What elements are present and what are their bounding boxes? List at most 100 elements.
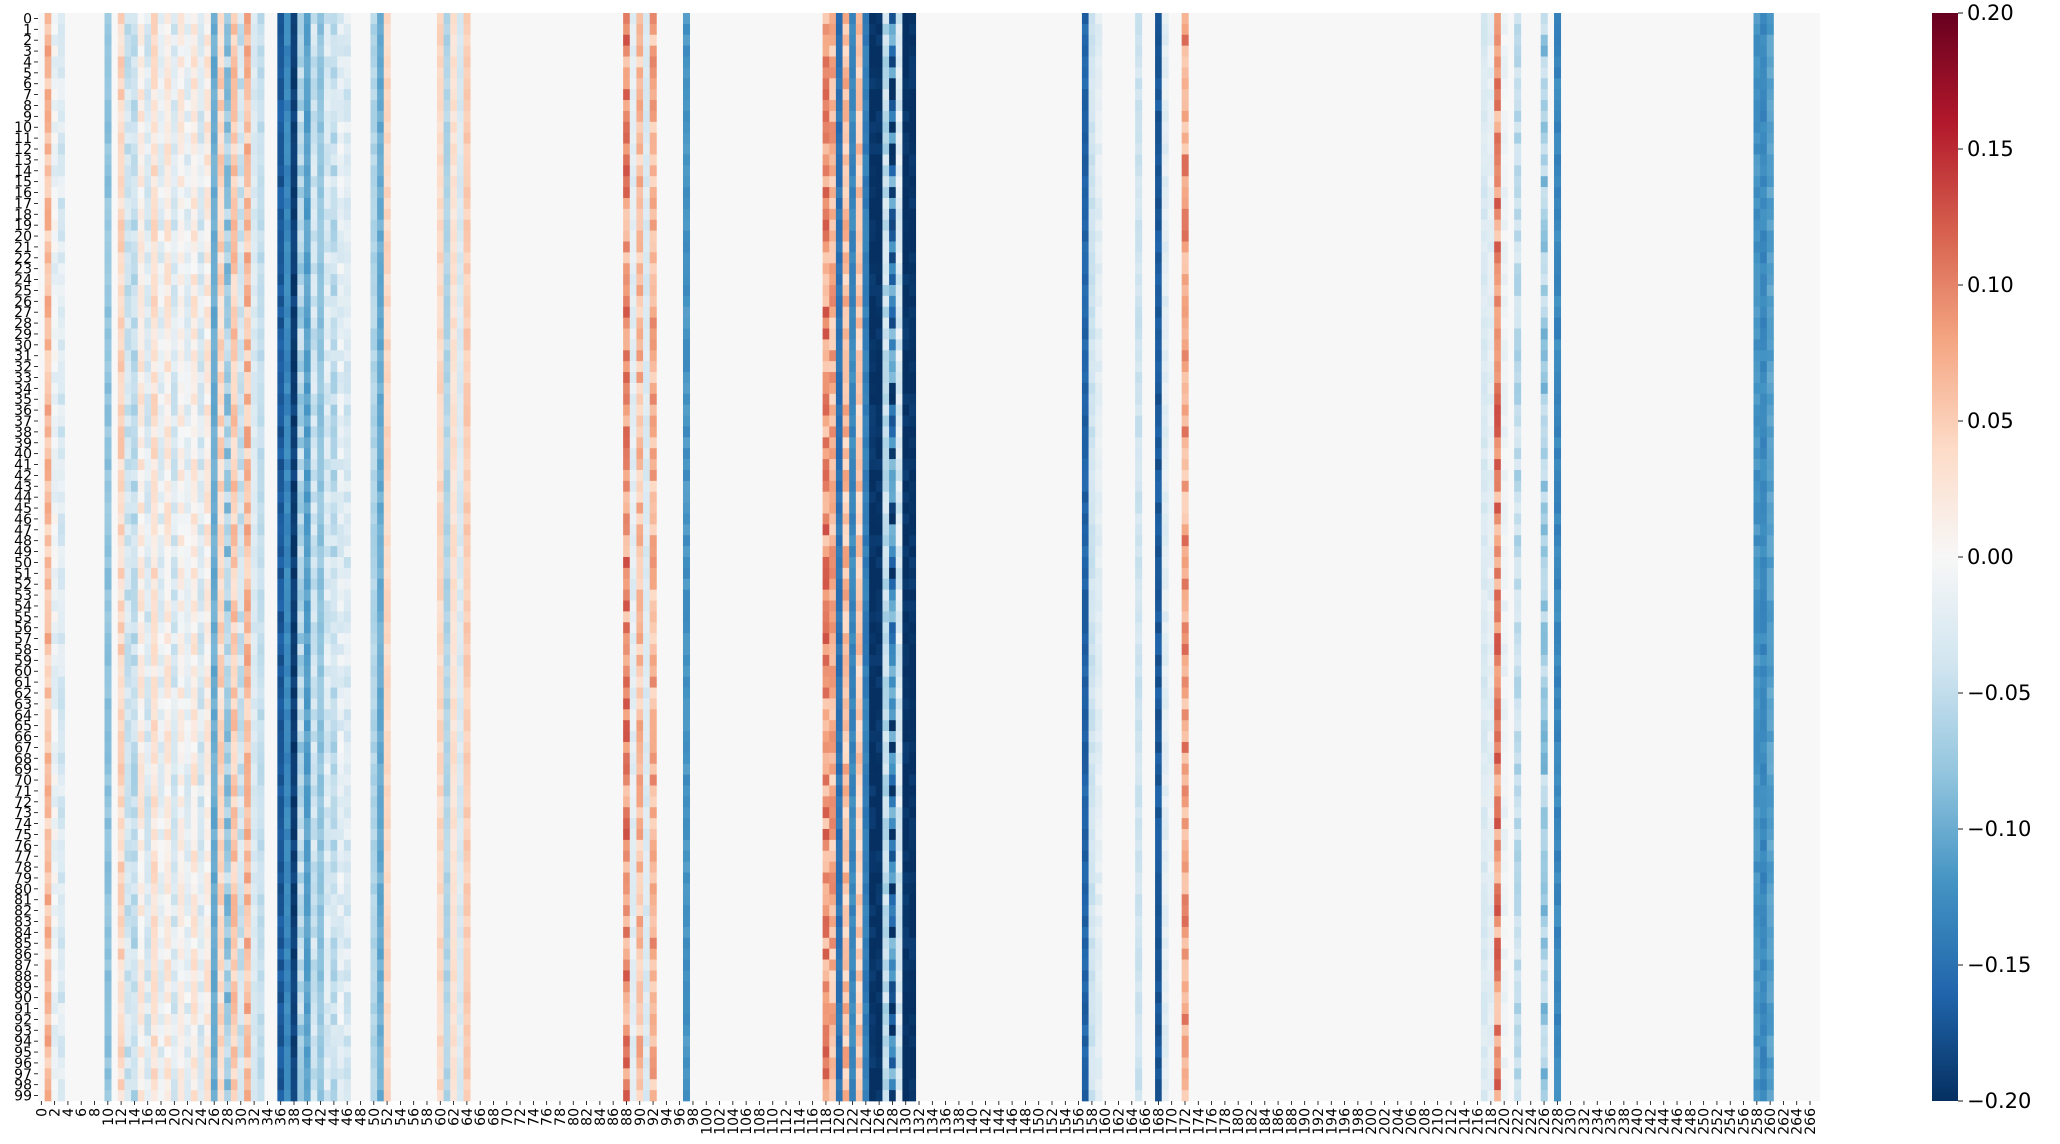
heatmap-cell (623, 78, 631, 90)
heatmap-cell (450, 807, 458, 819)
heatmap-cell (151, 687, 159, 699)
heatmap-cell (297, 393, 305, 406)
heatmap-cell (137, 1079, 145, 1091)
heatmap-cell (443, 426, 451, 438)
heatmap-cell (310, 491, 318, 503)
heatmap-cell (44, 807, 52, 819)
heatmap-cell (190, 752, 198, 765)
heatmap-cell (290, 1024, 298, 1037)
heatmap-cell (436, 992, 444, 1004)
heatmap-cell (370, 361, 378, 373)
heatmap-cell (649, 676, 657, 688)
heatmap-cell (144, 100, 152, 112)
heatmap-cell (137, 665, 145, 678)
heatmap-cell (303, 665, 311, 678)
heatmap-cell (151, 1057, 159, 1069)
heatmap-cell (117, 56, 125, 68)
heatmap-cell (164, 1003, 172, 1015)
heatmap-cell (337, 448, 345, 460)
heatmap-cell (144, 970, 152, 982)
heatmap-cell (204, 230, 212, 242)
heatmap-cell (277, 774, 285, 786)
heatmap-cell (436, 774, 444, 786)
heatmap-cell (643, 382, 651, 395)
heatmap-cell (177, 948, 185, 960)
heatmap-cell (643, 241, 651, 253)
heatmap-cell (450, 23, 458, 36)
heatmap-cell (303, 110, 311, 123)
heatmap-cell (284, 1079, 292, 1091)
heatmap-cell (244, 807, 252, 819)
heatmap-cell (124, 23, 132, 36)
heatmap-cell (436, 687, 444, 699)
heatmap-cell (164, 948, 172, 960)
heatmap-cell (244, 110, 252, 123)
heatmap-cell (131, 687, 139, 699)
heatmap-cell (117, 567, 125, 580)
heatmap-cell (137, 34, 145, 46)
heatmap-cell (443, 382, 451, 395)
heatmap-cell (310, 763, 318, 775)
heatmap-cell (217, 263, 225, 275)
heatmap-cell (250, 807, 258, 819)
heatmap-cell (337, 459, 345, 471)
heatmap-cell (643, 100, 651, 112)
heatmap-cell (137, 763, 145, 775)
heatmap-cell (337, 1024, 345, 1037)
heatmap-cell (310, 1057, 318, 1069)
heatmap-cell (44, 23, 52, 36)
heatmap-cell (190, 1024, 198, 1037)
heatmap-cell (197, 372, 205, 384)
heatmap-cell (277, 611, 285, 623)
heatmap-cell (117, 67, 125, 79)
heatmap-cell (623, 393, 631, 406)
heatmap-cell (204, 13, 212, 25)
heatmap-cell (317, 872, 325, 884)
heatmap-cell (317, 208, 325, 221)
heatmap-cell (297, 404, 305, 416)
heatmap-cell (164, 426, 172, 438)
heatmap-cell (131, 78, 139, 90)
heatmap-cell (277, 415, 285, 427)
heatmap-cell (456, 1046, 464, 1058)
heatmap-cell (190, 948, 198, 960)
heatmap-cell (303, 1079, 311, 1091)
heatmap-cell (310, 132, 318, 144)
heatmap-cell (383, 230, 391, 242)
heatmap-cell (443, 839, 451, 852)
heatmap-cell (456, 34, 464, 46)
heatmap-cell (310, 785, 318, 797)
heatmap-cell (104, 535, 112, 547)
heatmap-cell (204, 1057, 212, 1069)
heatmap-cell (124, 589, 132, 601)
heatmap-cell (443, 524, 451, 536)
heatmap-cell (330, 23, 338, 36)
heatmap-cell (177, 850, 185, 862)
heatmap-cell (137, 535, 145, 547)
heatmap-cell (197, 839, 205, 852)
heatmap-cell (124, 644, 132, 656)
heatmap-cell (303, 698, 311, 710)
heatmap-cell (257, 589, 265, 601)
heatmap-cell (210, 89, 218, 101)
heatmap-cell (649, 937, 657, 950)
heatmap-cell (370, 937, 378, 950)
heatmap-cell (636, 546, 644, 558)
heatmap-cell (170, 741, 178, 754)
heatmap-cell (323, 589, 331, 601)
heatmap-cell (230, 187, 238, 199)
heatmap-cell (210, 34, 218, 46)
heatmap-cell (643, 818, 651, 830)
heatmap-cell (250, 763, 258, 775)
heatmap-cell (184, 241, 192, 253)
heatmap-cell (277, 306, 285, 318)
heatmap-cell (337, 187, 345, 199)
heatmap-cell (463, 589, 471, 601)
heatmap-cell (343, 208, 351, 221)
heatmap-cell (137, 992, 145, 1004)
heatmap-cell (257, 13, 265, 25)
heatmap-cell (323, 992, 331, 1004)
heatmap-cell (197, 698, 205, 710)
heatmap-cell (217, 970, 225, 982)
heatmap-cell (277, 317, 285, 329)
